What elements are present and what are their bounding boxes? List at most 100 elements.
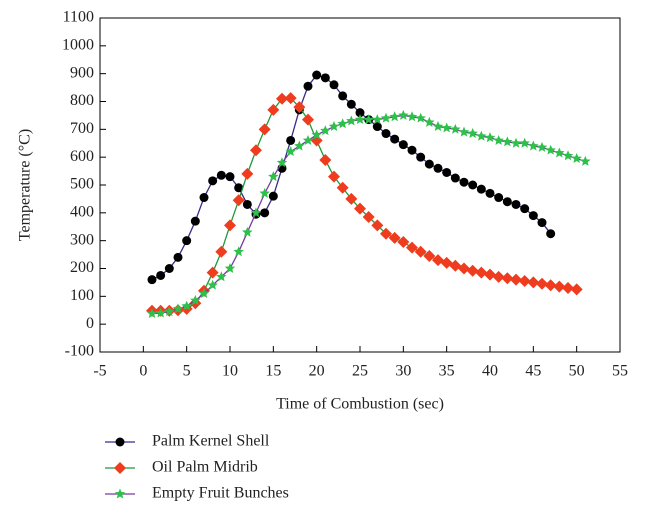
- marker-circle: [320, 73, 330, 83]
- marker-diamond: [319, 153, 332, 166]
- y-tick-label: 400: [70, 204, 94, 221]
- marker-circle: [208, 176, 218, 186]
- marker-circle: [286, 135, 296, 145]
- marker-star: [294, 140, 305, 151]
- marker-star: [406, 111, 418, 122]
- marker-circle: [459, 177, 469, 187]
- marker-star: [450, 123, 461, 134]
- marker-circle: [528, 211, 538, 221]
- marker-star: [476, 130, 487, 141]
- marker-circle: [260, 208, 270, 218]
- marker-circle: [433, 163, 443, 173]
- marker-circle: [242, 199, 252, 209]
- y-tick-label: 500: [70, 176, 94, 193]
- marker-circle: [390, 134, 400, 144]
- marker-circle: [468, 180, 478, 190]
- marker-circle: [147, 275, 157, 285]
- marker-circle: [520, 204, 530, 214]
- marker-diamond: [267, 103, 280, 116]
- marker-diamond: [241, 167, 254, 180]
- marker-diamond: [362, 211, 375, 224]
- marker-circle: [398, 140, 408, 150]
- marker-star: [372, 114, 383, 125]
- marker-circle: [164, 264, 174, 273]
- marker-circle: [511, 199, 521, 209]
- x-axis-label: Time of Combustion (sec): [276, 396, 444, 413]
- marker-star: [398, 109, 409, 120]
- marker-star: [502, 136, 513, 147]
- x-tick-label: 30: [395, 363, 411, 380]
- marker-star: [363, 114, 374, 125]
- marker-star: [207, 279, 218, 290]
- marker-star: [458, 126, 470, 137]
- marker-star: [285, 146, 296, 157]
- marker-diamond: [284, 92, 297, 105]
- marker-circle: [372, 122, 382, 132]
- marker-circle: [494, 193, 504, 203]
- x-tick-label: 25: [352, 363, 368, 380]
- marker-diamond: [466, 264, 479, 277]
- marker-star: [320, 125, 331, 136]
- marker-star: [415, 112, 426, 123]
- x-tick-label: 50: [569, 363, 585, 380]
- marker-circle: [329, 80, 339, 90]
- y-axis-label: Temperature (°C): [17, 129, 34, 241]
- marker-star: [580, 155, 591, 166]
- y-tick-label: 300: [70, 231, 94, 248]
- marker-diamond: [570, 283, 583, 296]
- marker-star: [536, 141, 548, 152]
- marker-star: [354, 114, 366, 125]
- marker-star: [510, 137, 522, 148]
- marker-star: [389, 111, 400, 122]
- y-tick-label: 800: [70, 92, 94, 109]
- marker-diamond: [484, 268, 496, 281]
- marker-circle: [190, 216, 200, 226]
- legend-label: Oil Palm Midrib: [152, 459, 258, 476]
- legend-label: Palm Kernel Shell: [152, 433, 270, 450]
- marker-diamond: [380, 227, 392, 240]
- marker-diamond: [215, 245, 228, 258]
- marker-star: [190, 295, 201, 305]
- marker-star: [181, 300, 192, 311]
- y-tick-label: 1000: [62, 37, 94, 54]
- marker-diamond: [544, 279, 557, 292]
- marker-diamond: [276, 92, 288, 105]
- marker-circle: [268, 191, 278, 201]
- marker-star: [172, 303, 184, 314]
- marker-circle: [546, 229, 556, 239]
- marker-diamond: [232, 194, 245, 207]
- x-tick-label: 0: [139, 363, 147, 380]
- marker-star: [250, 207, 262, 218]
- x-tick-label: 40: [482, 363, 498, 380]
- marker-diamond: [562, 281, 574, 294]
- marker-diamond: [206, 266, 219, 279]
- marker-diamond: [527, 276, 540, 289]
- marker-circle: [450, 173, 460, 183]
- y-tick-label: 200: [70, 259, 94, 276]
- marker-circle: [234, 183, 244, 193]
- marker-diamond: [423, 249, 436, 262]
- marker-star: [302, 134, 314, 145]
- marker-diamond: [388, 231, 401, 244]
- marker-diamond: [336, 181, 349, 194]
- marker-diamond: [224, 219, 236, 232]
- marker-star: [224, 263, 236, 273]
- marker-star: [268, 171, 279, 182]
- marker-star: [380, 112, 392, 123]
- marker-star: [216, 271, 227, 282]
- marker-star: [528, 140, 539, 151]
- marker-diamond: [458, 262, 470, 275]
- marker-star: [155, 307, 166, 318]
- marker-star: [242, 226, 253, 237]
- x-tick-label: 20: [309, 363, 325, 380]
- marker-diamond: [397, 236, 410, 249]
- marker-diamond: [328, 170, 340, 183]
- marker-diamond: [510, 273, 522, 286]
- marker-diamond: [114, 462, 126, 474]
- marker-circle: [216, 170, 226, 180]
- marker-circle: [485, 188, 495, 198]
- marker-circle: [537, 218, 547, 228]
- y-tick-label: 900: [70, 64, 94, 81]
- marker-star: [198, 288, 210, 298]
- marker-circle: [355, 108, 365, 118]
